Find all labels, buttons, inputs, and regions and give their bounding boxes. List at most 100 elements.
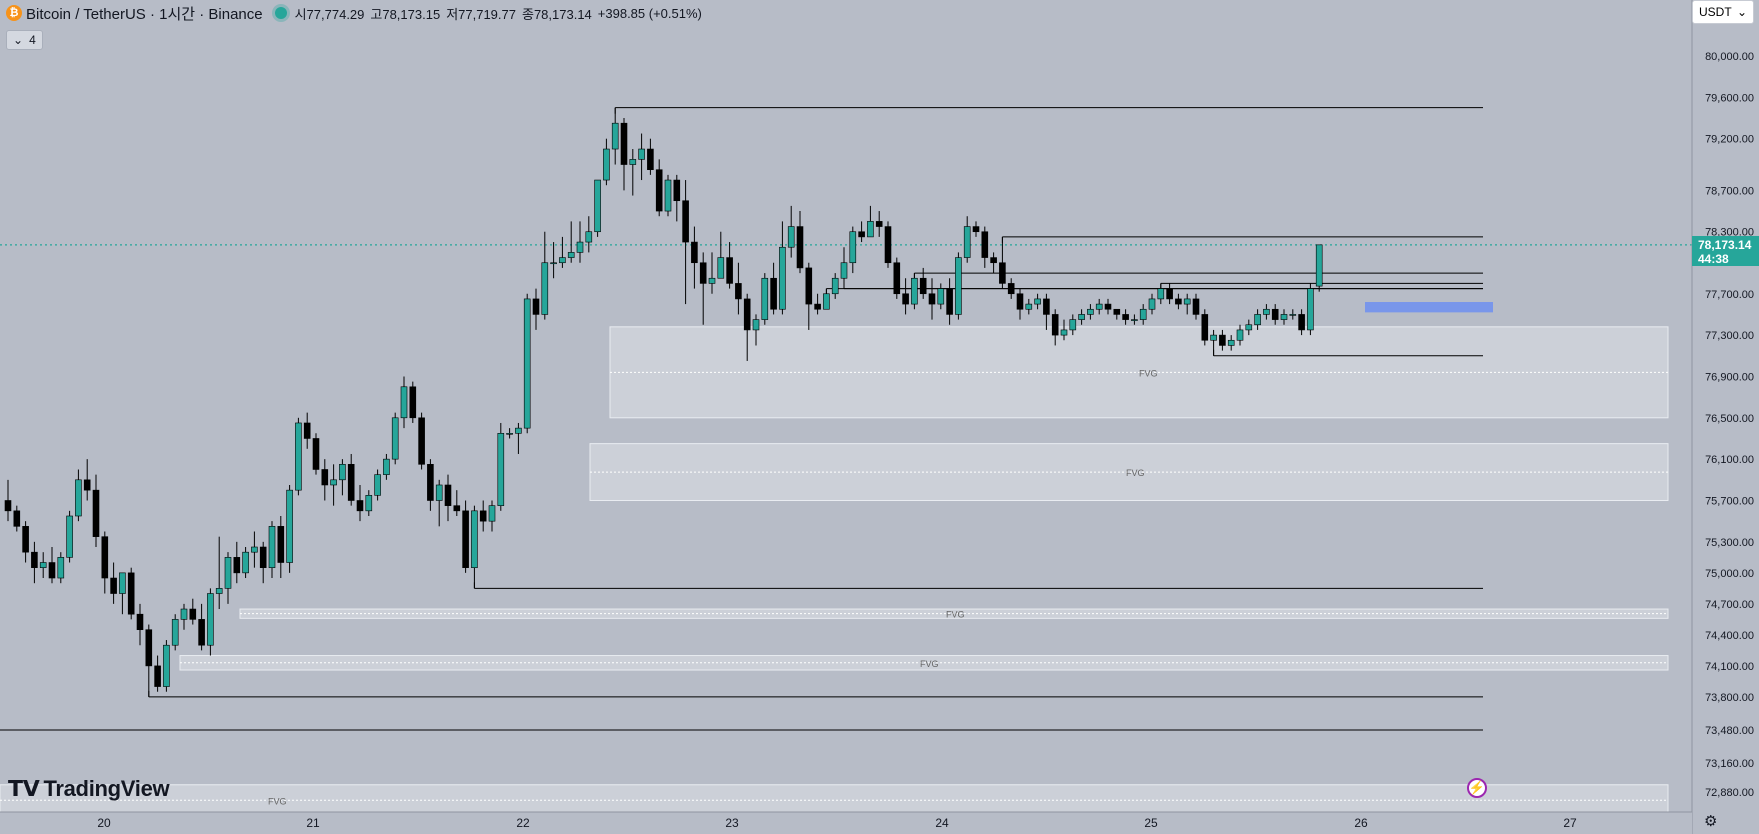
price-tick-label: 74,100.00 <box>1705 661 1754 673</box>
price-tick-label: 73,800.00 <box>1705 692 1754 704</box>
indicators-toggle-button[interactable]: ⌄ 4 <box>6 30 43 50</box>
candle-up <box>761 277 769 320</box>
candle-up <box>559 257 566 264</box>
candle-up <box>1236 329 1244 341</box>
time-axis[interactable]: 20 21 22 23 24 25 26 27 <box>0 811 1692 834</box>
candle-up <box>295 422 302 491</box>
indicator-count: 4 <box>29 33 36 47</box>
candle-up <box>1131 319 1138 321</box>
candle-down <box>1016 293 1024 310</box>
candle-down <box>198 619 205 646</box>
candle-up <box>1034 298 1041 305</box>
candle-down <box>990 257 997 264</box>
price-tick-label: 72,880.00 <box>1705 787 1754 799</box>
fvg-zone <box>589 443 1669 501</box>
candle-down <box>814 303 821 310</box>
candle-down <box>1043 298 1050 315</box>
ohlc-low: 저77,719.77 <box>446 6 516 22</box>
ohlc-close: 종78,173.14 <box>521 6 592 22</box>
candle-up <box>207 593 214 646</box>
candle-up <box>391 417 399 460</box>
candle-down <box>735 283 742 300</box>
candle-down <box>409 386 417 419</box>
currency-select[interactable]: USDT ⌄ <box>1692 0 1754 24</box>
candle-up <box>215 588 223 594</box>
candle-down <box>479 510 487 522</box>
tradingview-logo-text: TradingView <box>43 776 170 801</box>
ohlc-change: +398.85 (+0.51%) <box>597 5 702 21</box>
candle-up <box>1315 244 1323 287</box>
candle-up <box>57 557 65 579</box>
candle-down <box>1113 308 1121 315</box>
candle-down <box>110 577 117 594</box>
candle-up <box>1254 314 1261 326</box>
candle-up <box>1263 308 1270 315</box>
symbol-title[interactable]: Bitcoin / TetherUS · 1시간 · Binance <box>26 5 263 23</box>
candle-up <box>585 231 593 243</box>
candle-up <box>911 277 918 305</box>
time-tick-label: 24 <box>935 816 949 830</box>
candle-down <box>1166 288 1173 300</box>
candle-down <box>303 422 311 439</box>
candle-up <box>955 257 962 315</box>
price-tick-label: 75,700.00 <box>1705 495 1754 507</box>
candle-up <box>1078 314 1085 320</box>
candle-down <box>418 417 425 465</box>
candle-down <box>347 464 355 501</box>
candle-down <box>233 557 241 574</box>
fvg-label: FVG <box>920 659 939 669</box>
candle-up <box>330 479 337 486</box>
candle-up <box>823 293 830 310</box>
candle-down <box>858 231 865 238</box>
fvg-label: FVG <box>1126 468 1145 478</box>
price-tick-label: 76,500.00 <box>1705 413 1754 425</box>
candle-up <box>400 386 408 419</box>
candle-up <box>638 148 645 160</box>
candle-down <box>919 277 927 295</box>
candle-down <box>999 262 1006 284</box>
candle-up <box>506 433 513 435</box>
candle-up <box>471 510 478 568</box>
candle-up <box>75 479 82 517</box>
price-tick-label: 80,000.00 <box>1705 51 1754 63</box>
candle-up <box>268 526 276 568</box>
candle-down <box>1051 314 1059 336</box>
candle-down <box>743 298 751 331</box>
current-price: 78,173.14 <box>1698 238 1752 252</box>
candle-up <box>594 179 601 233</box>
candle-up <box>180 608 188 620</box>
candlesticks <box>4 107 1323 697</box>
candle-up <box>1025 303 1033 310</box>
candle-down <box>277 526 285 563</box>
price-axis-bg <box>1692 0 1759 834</box>
candle-up <box>867 221 874 238</box>
fvg-label: FVG <box>946 610 965 620</box>
candle-down <box>691 241 698 264</box>
bitcoin-icon: ₿ <box>6 5 22 21</box>
candle-up <box>541 262 549 315</box>
candle-up <box>752 319 760 331</box>
candle-down <box>893 262 901 295</box>
candle-down <box>444 484 452 506</box>
candle-up <box>39 562 47 568</box>
price-tick-label: 79,600.00 <box>1705 92 1754 104</box>
candle-up <box>497 433 505 506</box>
candle-up <box>963 226 971 258</box>
tradingview-logo[interactable]: 𝗧𝗩 TradingView <box>8 776 170 802</box>
price-tick-label: 76,100.00 <box>1705 454 1754 466</box>
candle-down <box>770 277 777 310</box>
price-axis[interactable]: 80,000.00 79,600.00 79,200.00 78,700.00 78,3… <box>1691 0 1759 834</box>
candle-down <box>1175 298 1182 305</box>
candle-down <box>127 572 135 615</box>
candle-down <box>145 629 153 667</box>
candle-up <box>603 148 610 181</box>
gear-icon[interactable]: ⚙ <box>1704 813 1718 830</box>
candle-up <box>787 226 795 248</box>
candle-up <box>119 572 126 594</box>
candle-down <box>1007 283 1015 295</box>
candle-up <box>831 277 839 295</box>
lightning-icon[interactable]: ⚡ <box>1467 778 1487 798</box>
candle-up <box>1245 324 1253 331</box>
candle-down <box>13 510 21 527</box>
